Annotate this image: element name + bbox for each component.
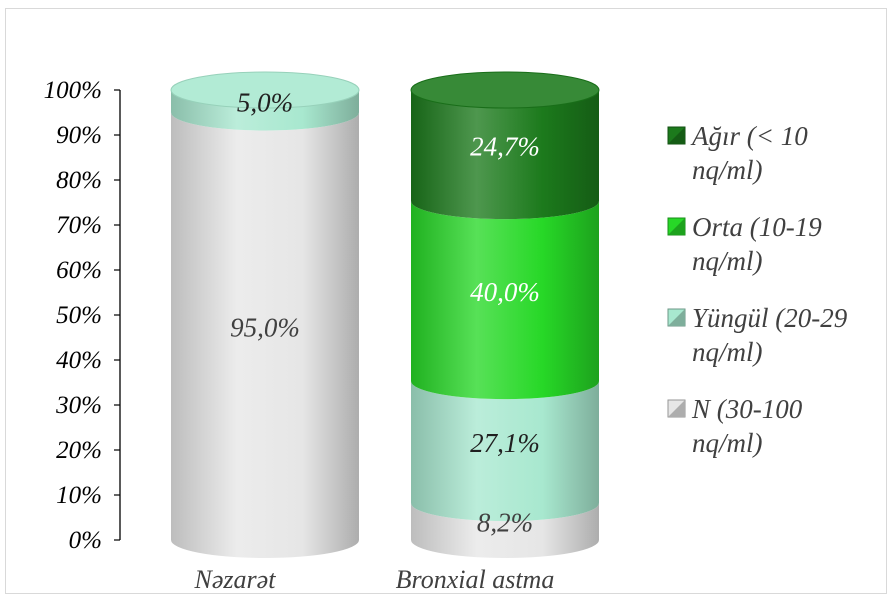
legend-swatch-shade — [668, 400, 685, 417]
x-category-label-bronxial-astma: Bronxial astma — [396, 565, 555, 594]
legend-label-unit: nq/ml) — [692, 155, 763, 185]
data-label-n-zar-t-n-30-100-nq-ml: 95,0% — [230, 312, 300, 342]
data-label-bronxial-astma-n-30-100-nq-ml: 8,2% — [477, 508, 533, 538]
x-category-label-n-zar-t: Nəzarət — [194, 565, 277, 594]
bar-top-bronxial-astma — [410, 71, 600, 109]
bar-segment-bronxial-astma-a-r-10-nq-ml — [411, 90, 599, 220]
bar-segment-bronxial-astma-orta-10-19-nq-ml — [411, 201, 599, 400]
y-tick-label: 60% — [56, 257, 102, 284]
y-tick-label: 20% — [56, 437, 102, 464]
data-label-n-zar-t-y-ng-l-20-29-nq-ml: 5,0% — [237, 87, 293, 117]
x-axis: Nəzarət Bronxial astma — [194, 565, 555, 594]
plot-area — [170, 71, 600, 558]
data-labels: 95,0% 5,0% 8,2% 27,1% 40,0% 24,7% — [230, 87, 540, 537]
legend-label-unit: nq/ml) — [692, 337, 763, 367]
legend-label: Orta (10-19 — [692, 212, 822, 242]
chart-frame — [5, 8, 887, 594]
bar-segment-bronxial-astma-y-ng-l-20-29-nq-ml — [411, 381, 599, 522]
y-tick-label: 50% — [56, 302, 102, 329]
bar-segment-n-zar-t-y-ng-l-20-29-nq-ml — [171, 90, 359, 131]
y-tick-label: 90% — [56, 122, 102, 149]
legend-item-orta-10-19: Orta (10-19 nq/ml) — [667, 212, 822, 276]
legend-label-unit: nq/ml) — [692, 246, 763, 276]
y-tick-label: 100% — [44, 77, 102, 104]
legend-swatch-shade — [668, 309, 685, 326]
y-tick-label: 80% — [56, 167, 102, 194]
y-tick-label: 70% — [56, 212, 102, 239]
bar-top-n-zar-t — [170, 71, 360, 109]
legend-label: Ağır (< 10 — [690, 121, 808, 151]
bar-n-zar-t — [170, 71, 360, 558]
y-tick-label: 0% — [69, 527, 102, 554]
data-label-bronxial-astma-y-ng-l-20-29-nq-ml: 27,1% — [470, 428, 540, 458]
bar-segment-n-zar-t-n-30-100-nq-ml — [171, 112, 359, 558]
legend-label-unit: nq/ml) — [692, 428, 763, 458]
legend-item-a-r-10: Ağır (< 10 nq/ml) — [667, 121, 808, 185]
y-axis: 0% 10% 20% 30% 40% 50% 60% 70% 80% 90% 100% — [44, 77, 121, 554]
legend-label: N (30-100 — [691, 394, 803, 424]
data-label-bronxial-astma-orta-10-19-nq-ml: 40,0% — [470, 277, 540, 307]
y-tick-label: 10% — [56, 482, 102, 509]
legend-item-y-ng-l-20-29: Yüngül (20-29 nq/ml) — [667, 303, 848, 367]
legend-swatch-shade — [668, 218, 685, 235]
y-tick-label: 30% — [55, 392, 102, 419]
legend-item-n-30-100: N (30-100 nq/ml) — [667, 394, 803, 458]
y-tick-label: 40% — [56, 347, 102, 374]
legend-label: Yüngül (20-29 — [692, 303, 848, 333]
bar-segment-bronxial-astma-n-30-100-nq-ml — [411, 503, 599, 558]
bar-bronxial-astma — [410, 71, 600, 558]
legend-swatch-shade — [668, 127, 685, 144]
data-label-bronxial-astma-a-r-10-nq-ml: 24,7% — [470, 132, 540, 162]
